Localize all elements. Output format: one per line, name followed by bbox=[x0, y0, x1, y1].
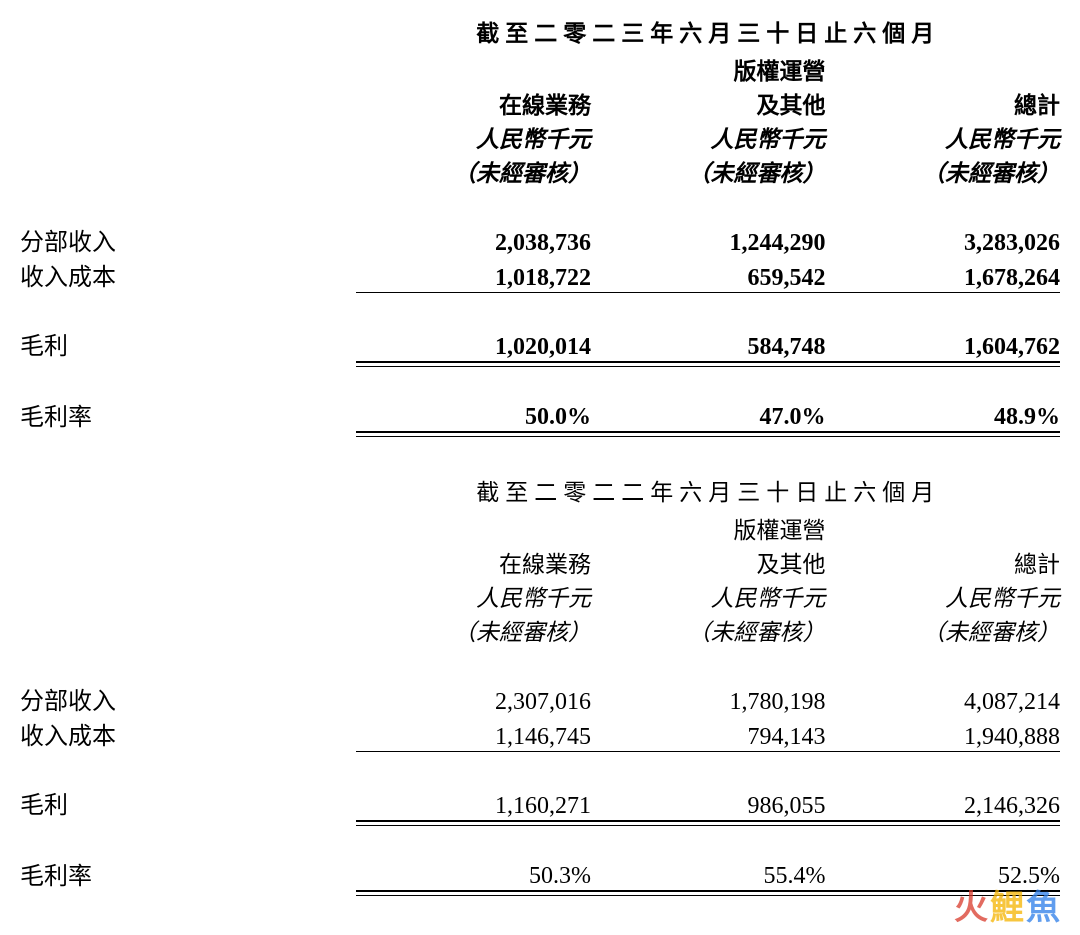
table-row: 收入成本 1,146,745 794,143 1,940,888 bbox=[20, 716, 1060, 751]
cell-value: 55.4% bbox=[591, 856, 826, 891]
colhead-2-line0-b: 版權運營 bbox=[591, 511, 826, 545]
cell-value: 1,678,264 bbox=[825, 257, 1060, 292]
table-row: 毛利 1,020,014 584,748 1,604,762 bbox=[20, 326, 1060, 361]
cell-value: 1,604,762 bbox=[825, 326, 1060, 361]
colhead-1-line3-b: （未經審核） bbox=[356, 613, 591, 647]
cell-value: 1,780,198 bbox=[591, 681, 826, 716]
row-label-cost-of-revenue: 收入成本 bbox=[20, 257, 356, 292]
colhead-1-line2-b: 人民幣千元 bbox=[356, 579, 591, 613]
cell-value: 50.3% bbox=[356, 856, 591, 891]
row-label-segment-revenue-b: 分部收入 bbox=[20, 681, 356, 716]
colhead-2-line2-b: 人民幣千元 bbox=[591, 579, 826, 613]
colhead-2-line1-b: 及其他 bbox=[591, 545, 826, 579]
table-row: 收入成本 1,018,722 659,542 1,678,264 bbox=[20, 257, 1060, 292]
colhead-2-line3: （未經審核） bbox=[591, 154, 826, 188]
row-label-gross-margin: 毛利率 bbox=[20, 397, 356, 432]
cell-value: 1,018,722 bbox=[356, 257, 591, 292]
colhead-3-line2: 人民幣千元 bbox=[825, 120, 1060, 154]
colhead-2-line0: 版權運營 bbox=[591, 52, 826, 86]
colhead-3-line2-b: 人民幣千元 bbox=[825, 579, 1060, 613]
colhead-3-line3-b: （未經審核） bbox=[825, 613, 1060, 647]
table-row: 毛利率 50.3% 55.4% 52.5% bbox=[20, 856, 1060, 891]
cell-value: 3,283,026 bbox=[825, 222, 1060, 257]
colhead-2-line1: 及其他 bbox=[591, 86, 826, 120]
colhead-3-line1: 總計 bbox=[825, 86, 1060, 120]
colhead-3-line3: （未經審核） bbox=[825, 154, 1060, 188]
cell-value: 986,055 bbox=[591, 785, 826, 820]
row-label-gross-margin-b: 毛利率 bbox=[20, 856, 356, 891]
cell-value: 1,940,888 bbox=[825, 716, 1060, 751]
cell-value: 1,244,290 bbox=[591, 222, 826, 257]
double-rule bbox=[591, 891, 826, 892]
cell-value: 2,307,016 bbox=[356, 681, 591, 716]
period-title-2023: 截至二零二三年六月三十日止六個月 bbox=[356, 10, 1060, 52]
table-row: 毛利 1,160,271 986,055 2,146,326 bbox=[20, 785, 1060, 820]
double-rule bbox=[591, 362, 826, 363]
double-rule bbox=[591, 432, 826, 433]
double-rule bbox=[591, 821, 826, 822]
cell-value: 1,160,271 bbox=[356, 785, 591, 820]
table-row: 分部收入 2,307,016 1,780,198 4,087,214 bbox=[20, 681, 1060, 716]
cell-value: 4,087,214 bbox=[825, 681, 1060, 716]
row-label-segment-revenue: 分部收入 bbox=[20, 222, 356, 257]
table-2022: 截至二零二二年六月三十日止六個月 版權運營 在線業務 及其他 總計 人民幣千元 … bbox=[20, 469, 1060, 892]
double-rule bbox=[356, 362, 591, 363]
colhead-1-line2: 人民幣千元 bbox=[356, 120, 591, 154]
table-row: 分部收入 2,038,736 1,244,290 3,283,026 bbox=[20, 222, 1060, 257]
cell-value: 2,146,326 bbox=[825, 785, 1060, 820]
cell-value: 794,143 bbox=[591, 716, 826, 751]
financial-segment-tables: 截至二零二三年六月三十日止六個月 版權運營 在線業務 及其他 總計 人民幣千元 … bbox=[0, 0, 1080, 892]
cell-value: 2,038,736 bbox=[356, 222, 591, 257]
cell-value: 1,146,745 bbox=[356, 716, 591, 751]
cell-value: 50.0% bbox=[356, 397, 591, 432]
colhead-2-line3-b: （未經審核） bbox=[591, 613, 826, 647]
double-rule bbox=[825, 891, 1060, 892]
cell-value: 1,020,014 bbox=[356, 326, 591, 361]
double-rule bbox=[356, 891, 591, 892]
period-title-2022: 截至二零二二年六月三十日止六個月 bbox=[356, 469, 1060, 511]
colhead-1-line3: （未經審核） bbox=[356, 154, 591, 188]
cell-value: 584,748 bbox=[591, 326, 826, 361]
colhead-2-line2: 人民幣千元 bbox=[591, 120, 826, 154]
cell-value: 48.9% bbox=[825, 397, 1060, 432]
row-label-cost-of-revenue-b: 收入成本 bbox=[20, 716, 356, 751]
colhead-1-line1-b: 在線業務 bbox=[356, 545, 591, 579]
colhead-3-line1-b: 總計 bbox=[825, 545, 1060, 579]
double-rule bbox=[825, 362, 1060, 363]
double-rule bbox=[356, 432, 591, 433]
cell-value: 47.0% bbox=[591, 397, 826, 432]
double-rule bbox=[825, 821, 1060, 822]
table-2023: 截至二零二三年六月三十日止六個月 版權運營 在線業務 及其他 總計 人民幣千元 … bbox=[20, 10, 1060, 433]
colhead-1-line1: 在線業務 bbox=[356, 86, 591, 120]
cell-value: 659,542 bbox=[591, 257, 826, 292]
cell-value: 52.5% bbox=[825, 856, 1060, 891]
row-label-gross-profit: 毛利 bbox=[20, 326, 356, 361]
table-row: 毛利率 50.0% 47.0% 48.9% bbox=[20, 397, 1060, 432]
row-label-gross-profit-b: 毛利 bbox=[20, 785, 356, 820]
double-rule bbox=[825, 432, 1060, 433]
double-rule bbox=[356, 821, 591, 822]
